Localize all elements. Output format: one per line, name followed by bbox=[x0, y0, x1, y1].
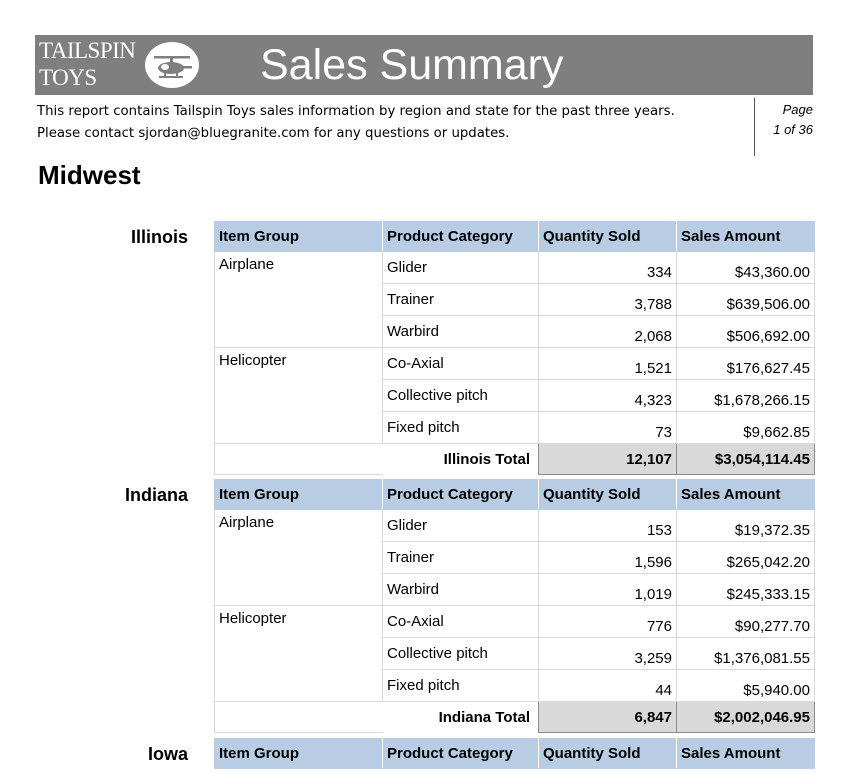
item-group-cell: Airplane bbox=[214, 251, 383, 348]
product-category-cell: Warbird bbox=[382, 573, 539, 606]
page-indicator: Page 1 of 36 bbox=[754, 98, 815, 156]
product-category-cell: Fixed pitch bbox=[382, 411, 539, 444]
table-row: Fixed pitch 73 $9,662.85 bbox=[215, 411, 815, 444]
table-row: Collective pitch 4,323 $1,678,266.15 bbox=[215, 379, 815, 412]
page-count: 1 of 36 bbox=[773, 122, 813, 137]
product-category-cell: Collective pitch bbox=[382, 379, 539, 412]
item-group-cell: Helicopter bbox=[214, 347, 383, 444]
sales-amount-cell: $245,333.15 bbox=[676, 573, 815, 606]
product-category-cell: Glider bbox=[382, 509, 539, 542]
state-total-amount: $2,002,046.95 bbox=[676, 701, 815, 733]
column-header-item-group: Item Group bbox=[214, 738, 383, 769]
description-line-2: Please contact sjordan@bluegranite.com f… bbox=[37, 126, 510, 141]
column-header-quantity-sold: Quantity Sold bbox=[538, 221, 677, 252]
sales-amount-cell: $176,627.45 bbox=[676, 347, 815, 380]
sales-amount-cell: $19,372.35 bbox=[676, 509, 815, 542]
product-category-cell: Glider bbox=[382, 251, 539, 284]
sales-amount-cell: $1,678,266.15 bbox=[676, 379, 815, 412]
report-header-banner: TAILSPIN TOYS Sales Summary bbox=[35, 35, 813, 95]
quantity-cell: 1,521 bbox=[538, 347, 677, 380]
state-total-row: Indiana Total 6,847 $2,002,046.95 bbox=[214, 701, 815, 733]
product-category-cell: Co-Axial bbox=[382, 605, 539, 638]
column-header-sales-amount: Sales Amount bbox=[676, 221, 815, 252]
column-header-item-group: Item Group bbox=[214, 479, 383, 510]
sales-amount-cell: $639,506.00 bbox=[676, 283, 815, 316]
report-description: This report contains Tailspin Toys sales… bbox=[37, 101, 675, 145]
sales-amount-cell: $265,042.20 bbox=[676, 541, 815, 574]
company-logo-text: TAILSPIN TOYS bbox=[39, 37, 136, 91]
table-row: Warbird 2,068 $506,692.00 bbox=[215, 315, 815, 348]
column-header-product-category: Product Category bbox=[382, 221, 539, 252]
product-category-cell: Fixed pitch bbox=[382, 669, 539, 702]
state-total-quantity: 6,847 bbox=[538, 701, 677, 733]
quantity-cell: 1,019 bbox=[538, 573, 677, 606]
total-row-spacer bbox=[214, 443, 383, 475]
quantity-cell: 44 bbox=[538, 669, 677, 702]
sales-table-indiana: Item Group Product Category Quantity Sol… bbox=[214, 479, 815, 733]
state-label-iowa: Iowa bbox=[147, 744, 188, 764]
state-total-amount: $3,054,114.45 bbox=[676, 443, 815, 475]
quantity-cell: 776 bbox=[538, 605, 677, 638]
table-row: Airplane Glider 334 $43,360.00 bbox=[214, 251, 815, 348]
sales-table-illinois: Item Group Product Category Quantity Sol… bbox=[214, 221, 815, 475]
product-category-cell: Collective pitch bbox=[382, 637, 539, 670]
sales-amount-cell: $9,662.85 bbox=[676, 411, 815, 444]
table-header-row: Item Group Product Category Quantity Sol… bbox=[214, 221, 815, 252]
table-row: Trainer 1,596 $265,042.20 bbox=[215, 541, 815, 574]
quantity-cell: 2,068 bbox=[538, 315, 677, 348]
sales-amount-cell: $90,277.70 bbox=[676, 605, 815, 638]
product-category-cell: Warbird bbox=[382, 315, 539, 348]
column-header-item-group: Item Group bbox=[214, 221, 383, 252]
page-label: Page bbox=[782, 102, 813, 117]
description-line-1: This report contains Tailspin Toys sales… bbox=[37, 104, 675, 119]
product-category-cell: Co-Axial bbox=[382, 347, 539, 380]
quantity-cell: 153 bbox=[538, 509, 677, 542]
column-header-product-category: Product Category bbox=[382, 738, 539, 769]
table-row: Helicopter Co-Axial 776 $90,277.70 bbox=[214, 605, 815, 702]
report-title: Sales Summary bbox=[260, 41, 564, 89]
sales-amount-cell: $1,376,081.55 bbox=[676, 637, 815, 670]
quantity-cell: 4,323 bbox=[538, 379, 677, 412]
state-total-label: Indiana Total bbox=[438, 708, 530, 726]
sales-amount-cell: $5,940.00 bbox=[676, 669, 815, 702]
product-category-cell: Trainer bbox=[382, 283, 539, 316]
sales-amount-cell: $506,692.00 bbox=[676, 315, 815, 348]
product-category-cell: Trainer bbox=[382, 541, 539, 574]
table-header-row: Item Group Product Category Quantity Sol… bbox=[214, 479, 815, 510]
logo-line-2: TOYS bbox=[39, 65, 97, 90]
state-total-row: Illinois Total 12,107 $3,054,114.45 bbox=[214, 443, 815, 475]
column-header-product-category: Product Category bbox=[382, 479, 539, 510]
table-row: Airplane Glider 153 $19,372.35 bbox=[214, 509, 815, 606]
column-header-quantity-sold: Quantity Sold bbox=[538, 479, 677, 510]
column-header-sales-amount: Sales Amount bbox=[676, 479, 815, 510]
state-total-quantity: 12,107 bbox=[538, 443, 677, 475]
quantity-cell: 334 bbox=[538, 251, 677, 284]
quantity-cell: 3,259 bbox=[538, 637, 677, 670]
total-row-spacer bbox=[214, 701, 383, 733]
item-group-cell: Helicopter bbox=[214, 605, 383, 702]
sales-amount-cell: $43,360.00 bbox=[676, 251, 815, 284]
helicopter-icon bbox=[145, 42, 199, 88]
quantity-cell: 1,596 bbox=[538, 541, 677, 574]
table-row: Helicopter Co-Axial 1,521 $176,627.45 bbox=[214, 347, 815, 444]
logo-line-1: TAILSPIN bbox=[39, 38, 136, 63]
table-row: Fixed pitch 44 $5,940.00 bbox=[215, 669, 815, 702]
state-label-indiana: Indiana bbox=[124, 485, 188, 505]
item-group-cell: Airplane bbox=[214, 509, 383, 606]
table-row: Trainer 3,788 $639,506.00 bbox=[215, 283, 815, 316]
sales-table-iowa: Item Group Product Category Quantity Sol… bbox=[214, 738, 815, 769]
table-row: Warbird 1,019 $245,333.15 bbox=[215, 573, 815, 606]
region-heading: Midwest bbox=[38, 160, 141, 190]
state-total-label: Illinois Total bbox=[443, 450, 530, 468]
state-label-illinois: Illinois bbox=[130, 227, 188, 247]
column-header-sales-amount: Sales Amount bbox=[676, 738, 815, 769]
column-header-quantity-sold: Quantity Sold bbox=[538, 738, 677, 769]
quantity-cell: 73 bbox=[538, 411, 677, 444]
quantity-cell: 3,788 bbox=[538, 283, 677, 316]
table-header-row: Item Group Product Category Quantity Sol… bbox=[214, 738, 815, 769]
